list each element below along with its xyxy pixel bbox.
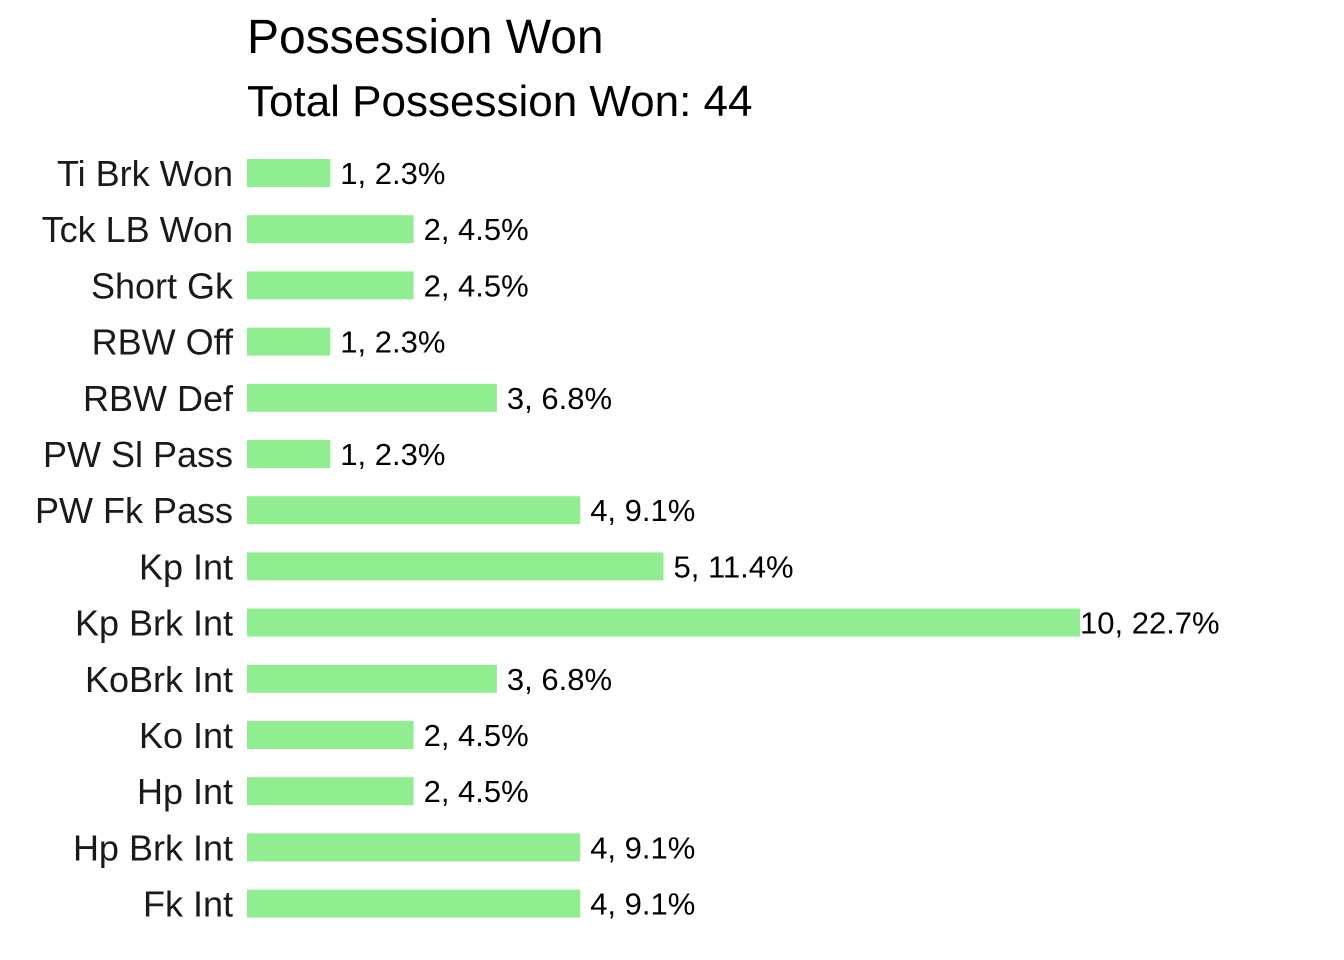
data-label: 1, 2.3% [340,325,445,360]
bars-group: Ti Brk Won 1, 2.3% Tck LB Won 2, 4.5% Short … [35,153,1220,925]
data-label: 3, 6.8% [507,662,612,697]
data-label: 4, 9.1% [590,493,695,528]
category-label: RBW Off [92,322,234,363]
data-label: 2, 4.5% [424,718,529,753]
category-label: Fk Int [143,884,233,925]
bar [247,383,497,412]
category-label: Hp Int [137,771,233,812]
bar [247,889,581,918]
data-label: 2, 4.5% [424,268,529,303]
category-label: Ko Int [139,715,233,756]
bar [247,777,414,806]
category-label: Short Gk [91,265,234,306]
bar [247,552,664,581]
data-label: 4, 9.1% [590,830,695,865]
data-label: 1, 2.3% [340,437,445,472]
data-label: 3, 6.8% [507,381,612,416]
data-label: 2, 4.5% [424,212,529,247]
category-label: KoBrk Int [85,659,233,700]
bar [247,721,414,749]
category-label: Tck LB Won [42,209,233,250]
bar [247,608,1080,637]
bar [247,833,581,862]
data-label: 5, 11.4% [674,549,794,584]
data-label: 1, 2.3% [340,156,445,191]
bar [247,327,331,356]
data-label: 4, 9.1% [590,887,695,922]
category-label: PW Fk Pass [35,490,233,531]
bar [247,271,414,300]
category-label: Kp Int [139,546,233,587]
bar [247,496,581,525]
bar [247,440,331,468]
category-label: Ti Brk Won [57,153,233,194]
data-label: 10, 22.7% [1080,606,1220,641]
bar [247,159,331,187]
bar [247,215,414,244]
category-label: Kp Brk Int [75,603,233,644]
data-label: 2, 4.5% [424,774,529,809]
chart-title: Possession Won [247,11,604,64]
category-label: PW Sl Pass [43,434,233,475]
chart-subtitle: Total Possession Won: 44 [247,77,752,126]
category-label: Hp Brk Int [73,827,233,868]
category-label: RBW Def [83,378,234,419]
bar [247,664,497,693]
